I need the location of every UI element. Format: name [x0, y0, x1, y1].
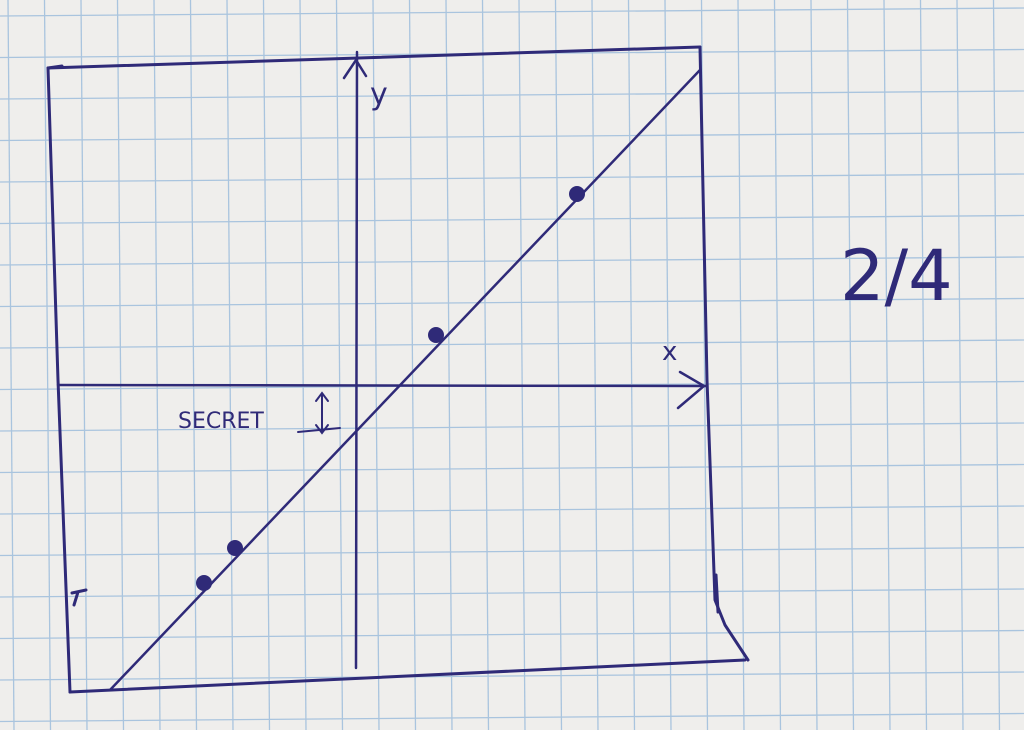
grid-line-vertical [810, 0, 818, 730]
grid-line-vertical [262, 0, 271, 730]
data-point [227, 540, 243, 556]
grid-line-vertical [372, 0, 380, 730]
grid-line-vertical [335, 0, 344, 730]
grid-line-horizontal [0, 90, 1024, 100]
grid-line-horizontal [0, 173, 1024, 183]
grid-line-horizontal [0, 339, 1024, 349]
y-axis-line [354, 50, 359, 670]
frame-corner-tick [46, 64, 64, 70]
grid-line-horizontal [0, 671, 1024, 681]
grid-line-vertical [992, 0, 1001, 730]
grid-line-vertical [737, 0, 745, 730]
grid-line-vertical [7, 0, 15, 730]
grid-line-vertical [883, 0, 891, 730]
grid-line-horizontal [0, 7, 1024, 17]
frame-top-edge [46, 45, 702, 70]
grid-line-horizontal [0, 297, 1024, 308]
grid-line-vertical [518, 0, 526, 730]
frame-right-edge [698, 45, 750, 662]
x-axis-arrow-icon [676, 370, 707, 410]
grid-line-vertical [627, 0, 636, 730]
page-number: 2/4 [840, 235, 953, 317]
y-axis-arrow-icon [342, 57, 368, 80]
grid-line-horizontal [0, 505, 1024, 515]
data-point [428, 327, 444, 343]
data-points [196, 186, 585, 591]
grid-line-horizontal [0, 422, 1024, 432]
grid-line-vertical [189, 0, 198, 730]
grid-line-vertical [591, 0, 599, 730]
grid-line-vertical [554, 0, 563, 730]
grid-line-vertical [445, 0, 453, 730]
grid-line-horizontal [0, 712, 1024, 723]
grid-line-vertical [299, 0, 307, 730]
grid-line-horizontal [0, 463, 1024, 474]
grid-line-vertical [846, 0, 855, 730]
x-axis-line [56, 383, 709, 388]
offset-label: SECRET [178, 409, 264, 434]
grid-line-vertical [773, 0, 782, 730]
frame-curl-mark [714, 573, 720, 614]
grid-line-horizontal [0, 588, 1024, 598]
grid-line-horizontal [0, 629, 1024, 640]
data-point [196, 575, 212, 591]
grid-line-vertical [153, 0, 161, 730]
grid-line-vertical [664, 0, 672, 730]
frame-left-edge [46, 66, 72, 694]
sketch-frame [46, 45, 750, 694]
grid-line-vertical [919, 0, 928, 730]
grid-line-horizontal [0, 256, 1024, 266]
offset-arrow-icon [297, 391, 341, 435]
grid-line-vertical [408, 0, 417, 730]
x-axis [56, 370, 709, 410]
grid-line-horizontal [0, 546, 1024, 557]
grid-line-vertical [956, 0, 964, 730]
frame-bottom-edge [68, 658, 747, 694]
grid-line-horizontal [0, 214, 1024, 225]
grid-line-vertical [481, 0, 490, 730]
x-axis-label: x [662, 337, 677, 367]
y-axis-label: y [370, 77, 388, 112]
frame-side-tick [70, 588, 88, 607]
grid-line-vertical [116, 0, 125, 730]
grid-line-vertical [226, 0, 234, 730]
grid-line-vertical [80, 0, 88, 730]
grid-line-horizontal [0, 131, 1024, 142]
grid-line-vertical [43, 0, 52, 730]
data-point [569, 186, 585, 202]
y-axis [342, 50, 368, 670]
